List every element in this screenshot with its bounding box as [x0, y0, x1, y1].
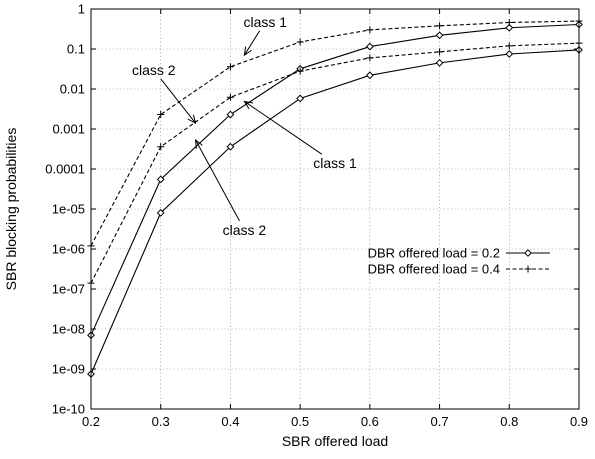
legend-label: DBR offered load = 0.2	[368, 246, 500, 261]
y-tick-label: 1e-05	[52, 202, 85, 217]
annotation-label: class 1	[313, 155, 357, 171]
data-point	[296, 67, 304, 75]
arrow-head	[243, 100, 254, 110]
y-tick-label: 0.001	[52, 122, 85, 137]
data-point	[435, 31, 444, 40]
x-tick-label: 0.4	[221, 414, 239, 429]
annotation-arrow	[195, 139, 240, 222]
annotation-1: class 1	[243, 14, 287, 57]
x-tick-label: 0.9	[570, 414, 588, 429]
y-tick-label: 1e-07	[52, 282, 85, 297]
x-tick-label: 0.5	[291, 414, 309, 429]
y-tick-label: 0.1	[67, 42, 85, 57]
data-point	[156, 175, 165, 184]
data-point	[505, 23, 514, 32]
annotation-3: class 1	[243, 100, 357, 171]
data-point	[296, 38, 304, 46]
x-tick-label: 0.7	[431, 414, 449, 429]
arrow-head	[187, 114, 197, 125]
annotation-arrow	[244, 100, 323, 155]
series-line	[90, 20, 580, 247]
data-point	[226, 93, 234, 101]
y-tick-label: 1	[78, 2, 85, 17]
annotation-arrow	[243, 30, 261, 56]
x-tick-label: 0.2	[82, 414, 100, 429]
data-point	[366, 26, 374, 34]
y-tick-label: 0.01	[60, 82, 85, 97]
data-point	[366, 54, 374, 62]
annotation-label: class 1	[243, 14, 287, 30]
data-point	[296, 94, 305, 103]
data-point	[435, 58, 444, 67]
x-tick-label: 0.8	[500, 414, 518, 429]
data-point	[157, 143, 165, 151]
legend-entry-1: DBR offered load = 0.2	[368, 246, 550, 261]
ticks-layer: 0.2 0.3 0.4 0.5 0.6 0.7 0.8 0.9 1 0.1 0.01 0.001 0.0…	[45, 2, 588, 430]
legend-entry-2: DBR offered load = 0.4	[368, 262, 550, 277]
legend-label: DBR offered load = 0.4	[368, 262, 500, 277]
x-axis-label: SBR offered load	[282, 433, 388, 449]
legend-marker	[524, 249, 532, 257]
annotation-layer: class 1 class 2 class 1 class 2	[132, 14, 357, 238]
data-point	[436, 48, 444, 56]
y-tick-label: 1e-09	[52, 362, 85, 377]
y-tick-label: 1e-06	[52, 242, 85, 257]
annotation-arrow	[160, 78, 196, 124]
series-line	[90, 23, 580, 336]
plot-frame	[90, 8, 580, 410]
y-tick-label: 0.0001	[45, 162, 85, 177]
data-point	[226, 63, 234, 71]
data-point	[505, 42, 513, 50]
data-point	[226, 110, 235, 119]
annotation-label: class 2	[223, 222, 267, 238]
series-line	[90, 49, 580, 375]
y-tick-label: 1e-10	[52, 402, 85, 417]
y-axis-label: SBR blocking probabilities	[3, 128, 19, 291]
data-point	[156, 208, 165, 217]
data-point	[436, 22, 444, 30]
data-point	[226, 142, 235, 151]
data-point	[505, 18, 513, 26]
series-2	[87, 45, 583, 378]
legend-marker	[524, 265, 532, 273]
annotation-4: class 2	[194, 138, 267, 238]
x-tick-label: 0.6	[361, 414, 379, 429]
y-tick-label: 1e-08	[52, 322, 85, 337]
arrow-head	[243, 46, 252, 57]
x-tick-label: 0.3	[152, 414, 170, 429]
data-point	[365, 42, 374, 51]
data-point	[365, 71, 374, 80]
data-point	[505, 50, 514, 58]
annotation-2: class 2	[132, 62, 197, 125]
data-point	[157, 111, 165, 119]
arrow-head	[194, 138, 203, 149]
annotation-label: class 2	[132, 62, 176, 78]
